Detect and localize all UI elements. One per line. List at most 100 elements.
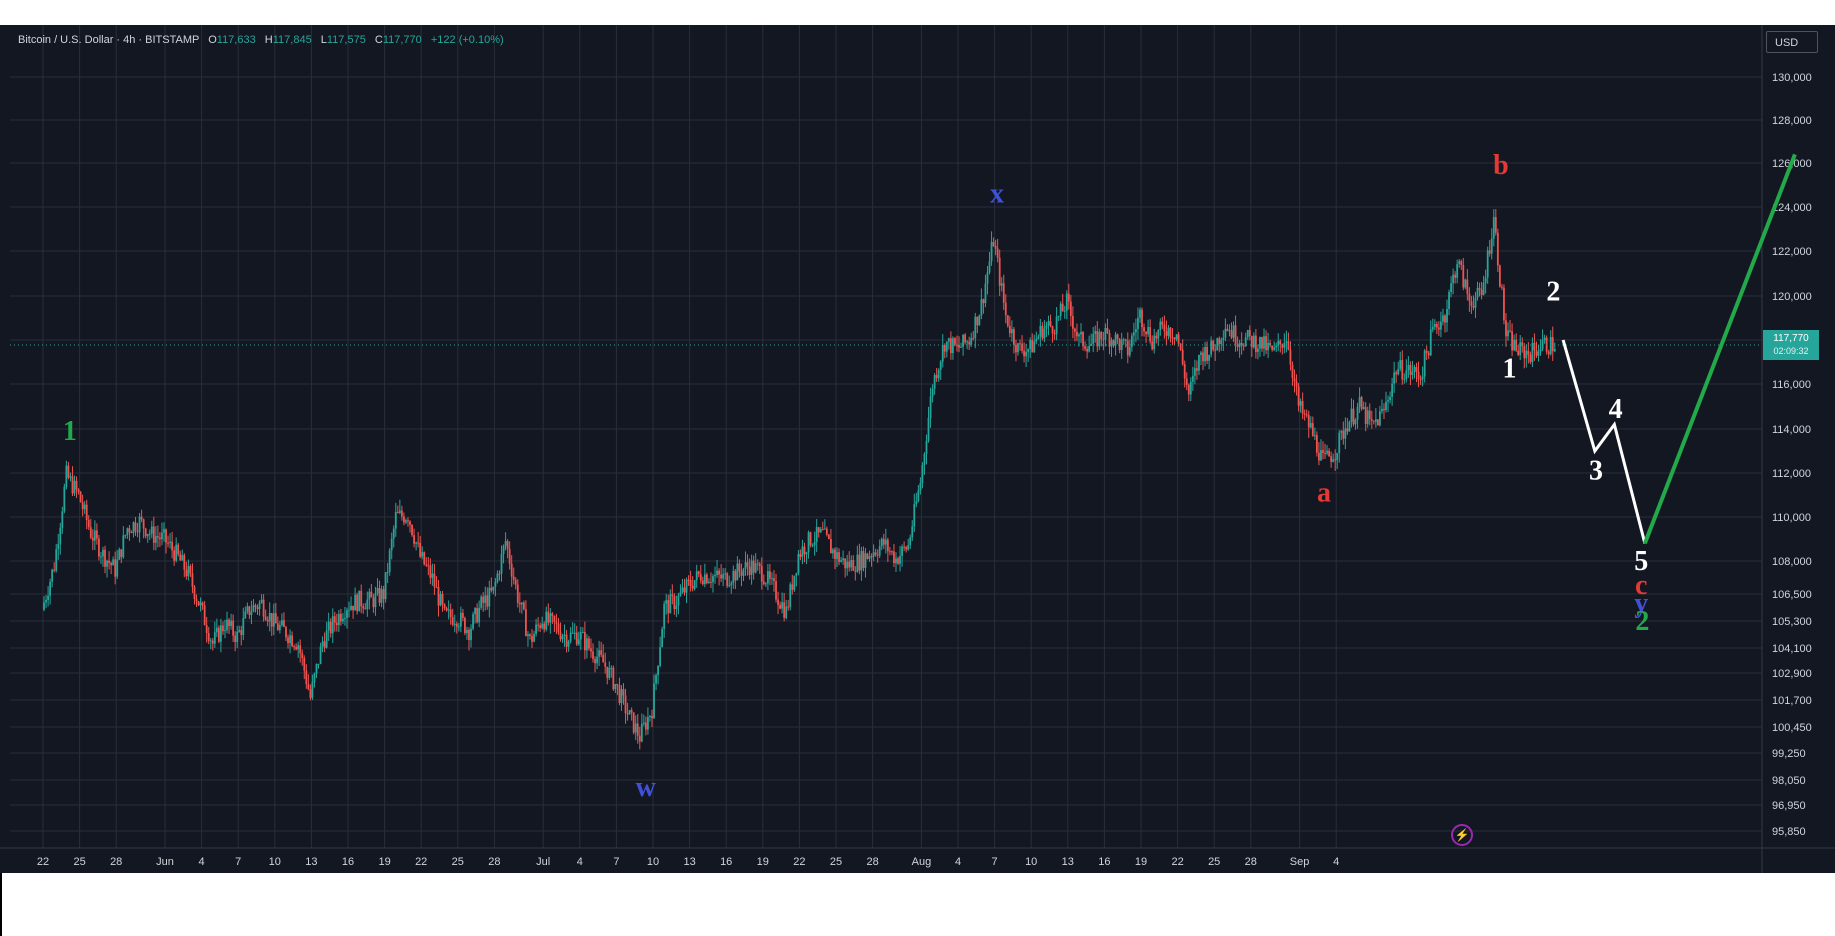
candle	[764, 582, 767, 588]
candle-body	[1244, 337, 1247, 347]
candle-body	[476, 608, 479, 623]
candle	[152, 516, 155, 551]
candle-body	[876, 554, 879, 556]
candle-body	[226, 619, 228, 631]
candle	[1037, 334, 1040, 340]
candle-body	[276, 623, 279, 631]
candle	[1553, 342, 1556, 353]
candle	[1456, 259, 1459, 284]
candle-body	[368, 591, 371, 600]
candle	[620, 685, 623, 711]
candle	[256, 604, 259, 615]
candle	[931, 384, 934, 403]
candle-body	[742, 569, 745, 576]
candle-body	[175, 544, 178, 561]
candle-body	[504, 541, 507, 546]
candle-body	[535, 624, 537, 634]
candle	[1259, 336, 1261, 357]
wave-label: b	[1493, 150, 1509, 181]
candle-body	[1440, 321, 1442, 330]
candle	[539, 622, 542, 633]
candle-body	[1008, 325, 1011, 334]
candle-body	[163, 529, 165, 533]
candle	[1425, 345, 1428, 361]
candle	[1360, 395, 1363, 411]
candle-body	[405, 520, 407, 523]
candle	[307, 674, 310, 691]
chart-frame[interactable]: 95,850 96,950 98,050 99,250 100,450 101,700 10…	[0, 25, 1835, 873]
candle	[834, 547, 836, 570]
candle	[167, 535, 169, 548]
candle	[708, 578, 710, 584]
change-value: +122 (+0.10%)	[430, 34, 504, 46]
candle-body	[289, 635, 291, 644]
candle-body	[423, 552, 426, 565]
symbol-title[interactable]: Bitcoin / U.S. Dollar · 4h · BITSTAMP	[18, 34, 200, 46]
candle	[893, 544, 895, 568]
candle-body	[669, 594, 672, 614]
candle	[1246, 329, 1249, 341]
candle-body	[787, 606, 790, 608]
currency-button[interactable]: USD	[1766, 31, 1818, 53]
candle-body	[482, 596, 485, 603]
candle-body	[1446, 308, 1448, 323]
candle-body	[754, 563, 757, 573]
candle-body	[1460, 261, 1463, 266]
time-tick-label: 13	[305, 856, 317, 868]
candle-body	[844, 558, 847, 569]
candle-body	[266, 619, 269, 622]
candle	[439, 591, 442, 607]
candle	[864, 547, 867, 578]
candle-body	[242, 618, 245, 636]
candle-body	[821, 529, 824, 531]
candle-body	[679, 592, 682, 596]
candle-body	[43, 602, 45, 610]
candle	[514, 576, 517, 590]
candle-body	[657, 665, 659, 676]
candle-body	[978, 315, 981, 326]
candle	[1462, 257, 1465, 291]
time-tick-label: 22	[1171, 856, 1183, 868]
candle	[238, 625, 241, 633]
candle-body	[386, 572, 389, 574]
candle	[500, 545, 503, 582]
candle	[649, 715, 651, 722]
lightning-bolt-icon[interactable]: ⚡	[1451, 824, 1473, 846]
candle-body	[1334, 459, 1337, 461]
price-chart[interactable]: 95,85096,95098,05099,250100,450101,70010…	[0, 25, 1835, 873]
candle-body	[529, 634, 531, 637]
candle-body	[1218, 338, 1221, 345]
candle-body	[490, 587, 493, 591]
candle-body	[1120, 339, 1123, 350]
candle	[478, 600, 481, 628]
candle	[63, 483, 66, 514]
candle-body	[809, 532, 812, 546]
candle	[1440, 311, 1442, 338]
candle	[1291, 361, 1294, 386]
candle	[1419, 375, 1422, 385]
projection-green-wave	[1642, 153, 1797, 545]
candle-body	[325, 630, 328, 648]
candle	[854, 566, 857, 581]
candle-body	[1429, 329, 1432, 356]
candle-body	[830, 538, 832, 554]
candle-body	[313, 673, 316, 683]
symbol-legend[interactable]: Bitcoin / U.S. Dollar · 4h · BITSTAMP O1…	[18, 34, 504, 46]
candle	[120, 549, 123, 564]
bottom-blank-area	[0, 873, 1835, 936]
candle	[1171, 328, 1174, 346]
candle	[415, 541, 418, 551]
candle-body	[512, 576, 515, 580]
candle	[858, 543, 861, 575]
candle	[1155, 332, 1158, 344]
candle	[132, 521, 135, 538]
candle	[1537, 344, 1540, 362]
candle-body	[781, 602, 784, 609]
candle	[801, 539, 804, 565]
wave-label: w	[636, 772, 657, 803]
candle-body	[644, 722, 647, 730]
candle	[1033, 334, 1036, 353]
candle-body	[744, 562, 747, 570]
candle	[348, 601, 350, 618]
candle	[988, 251, 991, 275]
